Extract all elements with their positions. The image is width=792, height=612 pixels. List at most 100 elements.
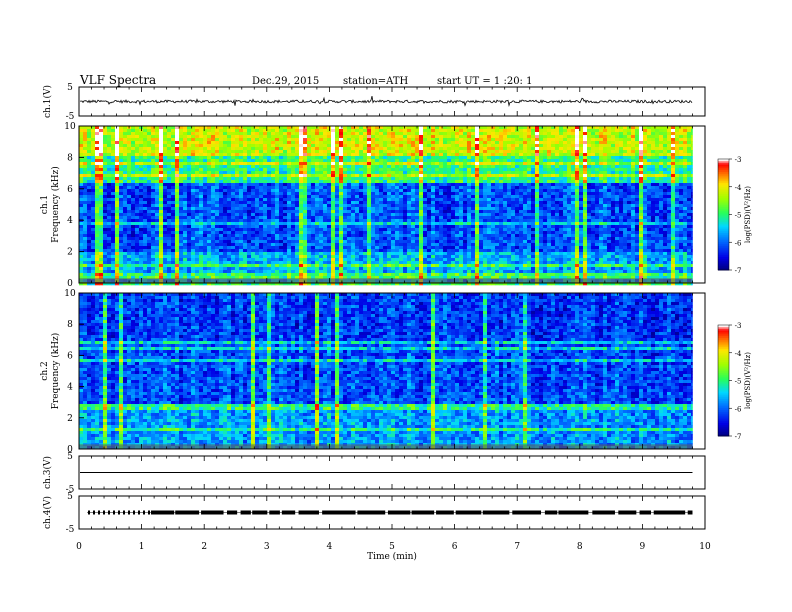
ch2-spectrogram-ytick-label: 10 [64, 289, 76, 299]
ch2-spectrogram-colorbar-tick-label: -4 [735, 350, 742, 358]
ch1-spectrogram-colorbar-swatch [718, 234, 729, 238]
ch2-spectrogram-colorbar-swatch [718, 397, 729, 400]
ch1-spectrogram-colorbar-swatch [718, 190, 729, 193]
ch1-spectrogram-ylabel-frequency: Frequency (kHz) [50, 166, 61, 243]
ch1-spectrogram-colorbar-swatch [718, 177, 729, 180]
ch1-spectrogram-colorbar-swatch [718, 159, 729, 162]
ch1-voltage-panel: 5 -5 ch.1(V) [42, 83, 706, 122]
ch1-spectrogram-colorbar-swatch [718, 231, 729, 234]
ch2-spectrogram-colorbar-swatch [718, 336, 729, 339]
x-tick-label: 6 [452, 542, 458, 552]
ch2-spectrogram-colorbar-swatch [718, 350, 729, 354]
ch4-voltage-pulse [592, 510, 615, 515]
start-time-label: start UT = 1 :20: 1 [437, 76, 533, 87]
ch2-spectrogram-colorbar-swatch [718, 426, 729, 430]
ch2-spectrogram-colorbar-swatch [718, 330, 729, 333]
x-tick-label: 8 [577, 542, 583, 552]
ch2-spectrogram-colorbar-swatch [718, 417, 729, 420]
ch1-spectrogram-colorbar-swatch [718, 227, 729, 230]
ch4-voltage-pulse [226, 510, 238, 515]
ch1-spectrogram-colorbar-swatch [718, 251, 729, 254]
ch1-spectrogram-colorbar-swatch [718, 203, 729, 206]
ch2-spectrogram-colorbar-tick-label: -6 [735, 405, 742, 413]
ch4-voltage-pulse [98, 510, 100, 515]
ch1-spectrogram-panel: 0 2 4 6 8 10 ch.1 Frequency (kHz) [40, 122, 706, 289]
ch1-spectrogram-ytick-label: 8 [67, 153, 73, 163]
ch2-spectrogram-colorbar-swatch [718, 371, 729, 374]
ch1-voltage-trace [80, 96, 693, 107]
ch1-spectrogram-colorbar-swatch [718, 188, 729, 191]
ch2-spectrogram-colorbar-swatch [718, 419, 729, 422]
ch2-spectrogram-colorbar-swatch [718, 363, 729, 367]
ch1-spectrogram-colorbar-swatch [718, 236, 729, 240]
chart-title: VLF Spectra [80, 73, 157, 87]
ch2-spectrogram-colorbar-swatch [718, 382, 729, 385]
ch2-spectrogram-colorbar-swatch [718, 386, 729, 389]
ch1-spectrogram-ytick-label: 6 [67, 185, 73, 195]
ch4-voltage-pulse [281, 510, 296, 515]
ch1-spectrogram-colorbar-swatch [718, 258, 729, 262]
ch2-spectrogram-colorbar-swatch [718, 387, 729, 391]
ch1-spectrogram-colorbar-swatch [718, 260, 729, 264]
ch2-spectrogram-colorbar-swatch [718, 380, 729, 383]
ch4-voltage-pulse [639, 510, 652, 515]
ch2-spectrogram-ylabel-frequency: Frequency (kHz) [50, 333, 61, 410]
ch2-spectrogram-colorbar-swatch [718, 421, 729, 424]
ch2-spectrogram-colorbar-swatch [718, 423, 729, 426]
x-tick-label: 2 [201, 542, 207, 552]
ch2-spectrogram-colorbar-swatch [718, 395, 729, 398]
ch4-voltage-ylabel: ch.4(V) [42, 496, 53, 529]
ch2-spectrogram-colorbar-swatch [718, 400, 729, 404]
ch2-spectrogram-colorbar-swatch [718, 326, 729, 330]
ch4-voltage-pulse [387, 510, 411, 515]
ch1-spectrogram-colorbar: -3 -4 -5 -6 -7 log(PSD)(V²/Hz) [717, 156, 752, 275]
ch4-voltage-pulse [201, 510, 224, 515]
ch2-spectrogram-colorbar-tick-label: -7 [735, 433, 742, 441]
ch1-spectrogram-ytick-label: 10 [64, 122, 76, 132]
ch1-spectrogram-colorbar-swatch [718, 242, 729, 245]
ch2-spectrogram-ytick-label: 6 [67, 351, 73, 361]
ch1-spectrogram-colorbar-swatch [718, 214, 729, 217]
ch2-spectrogram-colorbar-swatch [718, 434, 729, 437]
x-tick-label: 1 [139, 542, 145, 552]
ch2-spectrogram-ytick-label: 4 [67, 383, 73, 393]
ch2-spectrogram-colorbar-swatch [718, 424, 729, 428]
ch4-voltage-pulse [148, 510, 150, 515]
ch3-voltage-ylabel: ch.3(V) [42, 456, 53, 489]
ch1-spectrogram-colorbar-swatch [718, 179, 729, 182]
ch4-voltage-pulse [108, 510, 110, 515]
ch4-voltage-pulse [88, 510, 90, 515]
ch2-spectrogram-lowband [79, 444, 693, 449]
ch1-voltage-ylabel: ch.1(V) [42, 85, 53, 118]
ch1-spectrogram-colorbar-swatch [718, 220, 729, 223]
ch1-spectrogram-colorbar-swatch [718, 255, 729, 258]
ch1-spectrogram-colorbar-swatch [718, 208, 729, 212]
ch4-voltage-pulse [133, 510, 135, 515]
ch1-spectrogram-colorbar-swatch [718, 264, 729, 267]
ch1-spectrogram-colorbar-swatch [718, 216, 729, 219]
ch2-spectrogram-colorbar-swatch [718, 384, 729, 387]
ch2-spectrogram-colorbar-swatch [718, 376, 729, 380]
ch1-spectrogram-colorbar-swatch [718, 218, 729, 221]
ch4-voltage-pulse [512, 510, 542, 515]
ch2-spectrogram-colorbar-swatch [718, 339, 729, 343]
ch1-spectrogram-colorbar-swatch [718, 201, 729, 204]
ch1-spectrogram-colorbar-swatch [718, 245, 729, 249]
date-label: Dec.29, 2015 [252, 76, 320, 87]
ch2-spectrogram-colorbar-swatch [718, 399, 729, 402]
ch4-voltage-pulse [436, 510, 454, 515]
ch2-spectrogram-ylabel-channel: ch.2 [40, 361, 50, 380]
ch2-spectrogram-panel [79, 293, 693, 450]
ch1-voltage-ytick-label: 5 [67, 83, 73, 93]
ch2-spectrogram-ytick-label: 2 [67, 414, 73, 424]
ch1-spectrogram-colorbar-swatch [718, 186, 729, 190]
ch2-spectrogram-colorbar-swatch [718, 349, 729, 352]
ch2-spectrogram-colorbar-swatch [718, 345, 729, 348]
ch3-voltage-panel: 5 -5 ch.3(V) [42, 452, 706, 495]
ch2-spectrogram-colorbar-swatch [718, 365, 729, 369]
ch1-voltage-ytick-label: -5 [66, 112, 75, 122]
ch1-spectrogram-colorbar-swatch [718, 238, 729, 241]
ch1-spectrogram-colorbar-swatch [718, 173, 729, 177]
ch1-spectrogram-colorbar-swatch [718, 162, 729, 166]
ch2-spectrogram-colorbar-swatch [718, 402, 729, 406]
